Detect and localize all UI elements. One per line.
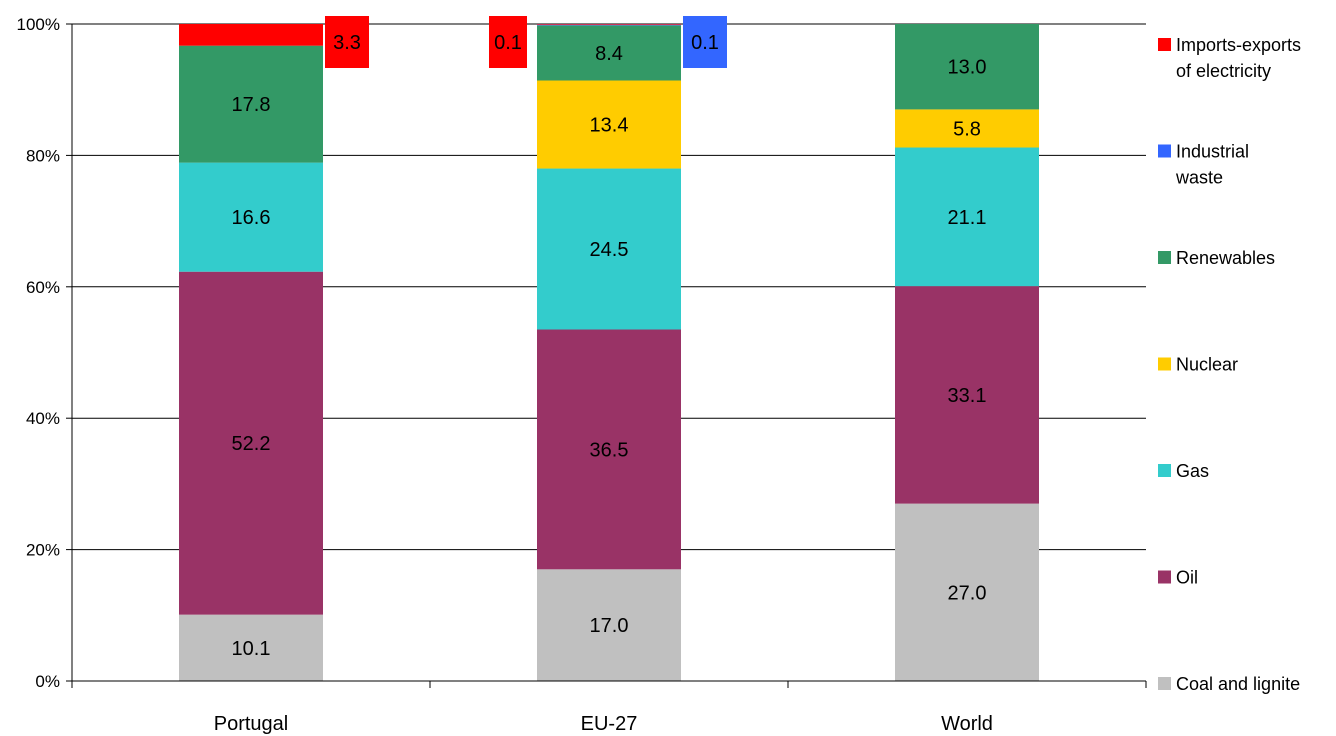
bar-eu-27-nuclear bbox=[537, 80, 681, 169]
legend-swatch-coal-and-lignite bbox=[1158, 677, 1171, 690]
legend-label: Coal and lignite bbox=[1176, 674, 1300, 694]
callout-box-eu-27-industrial-waste bbox=[683, 16, 727, 68]
legend-swatch-nuclear bbox=[1158, 357, 1171, 371]
legend-label: Industrial bbox=[1176, 142, 1249, 162]
legend-swatch-imports-exports-of-electricity bbox=[1158, 38, 1171, 51]
data-label-world-gas: 21.1 bbox=[948, 207, 987, 229]
bar-portugal-renewables bbox=[179, 45, 323, 163]
legend-swatch-renewables bbox=[1158, 251, 1171, 264]
callout-labels bbox=[325, 16, 727, 68]
data-label-eu-27-gas: 24.5 bbox=[590, 239, 629, 261]
legend-swatch-oil bbox=[1158, 570, 1171, 584]
y-tick-label: 40% bbox=[26, 409, 60, 428]
legend-label: Imports-exports bbox=[1176, 35, 1301, 55]
data-label-portugal-gas: 16.6 bbox=[232, 207, 271, 229]
bar-world-nuclear bbox=[895, 109, 1039, 148]
y-tick-label: 60% bbox=[26, 278, 60, 297]
x-category-label: World bbox=[941, 713, 993, 735]
y-tick-label: 20% bbox=[26, 541, 60, 560]
y-tick-label: 100% bbox=[17, 15, 60, 34]
data-labels: 10.1 52.2 16.6 17.8 3.3 17.0 36.5 24.5 13.4 8.4 0.… bbox=[232, 32, 987, 660]
bar-eu-27-oil bbox=[537, 329, 681, 570]
bar-world-oil bbox=[895, 286, 1039, 504]
bars bbox=[179, 24, 1039, 681]
bar-eu-27-gas bbox=[537, 168, 681, 330]
legend-label: Gas bbox=[1176, 461, 1209, 481]
x-category-label: EU-27 bbox=[581, 713, 638, 735]
bar-eu-27-coal-and-lignite bbox=[537, 569, 681, 681]
data-label-portugal-imports-exports-of-electricity: 3.3 bbox=[333, 32, 361, 54]
bar-portugal-oil bbox=[179, 271, 323, 615]
bar-world-renewables bbox=[895, 24, 1039, 110]
data-label-portugal-coal-and-lignite: 10.1 bbox=[232, 638, 271, 660]
legend-swatch-gas bbox=[1158, 464, 1171, 477]
legend-label: Oil bbox=[1176, 568, 1198, 588]
bar-eu-27-imports-exports-of-electricity bbox=[537, 24, 681, 25]
bar-portugal-imports-exports-of-electricity bbox=[179, 24, 323, 46]
data-label-portugal-renewables: 17.8 bbox=[232, 94, 271, 116]
y-tick-label: 80% bbox=[26, 146, 60, 165]
data-label-portugal-oil: 52.2 bbox=[232, 433, 271, 455]
data-label-world-oil: 33.1 bbox=[948, 385, 987, 407]
data-label-eu-27-renewables: 8.4 bbox=[595, 43, 623, 65]
legend-label: of electricity bbox=[1176, 61, 1271, 81]
data-label-eu-27-industrial-waste: 0.1 bbox=[691, 32, 719, 54]
data-label-world-nuclear: 5.8 bbox=[953, 118, 981, 140]
legend: Imports-exports of electricity Industrial w… bbox=[1158, 35, 1301, 694]
data-label-eu-27-nuclear: 13.4 bbox=[590, 115, 629, 137]
legend-label: Nuclear bbox=[1176, 355, 1238, 375]
bar-world-gas bbox=[895, 147, 1039, 287]
legend-label: Renewables bbox=[1176, 248, 1275, 268]
legend-swatch-industrial-waste bbox=[1158, 144, 1171, 158]
bar-eu-27-renewables bbox=[537, 25, 681, 81]
x-category-label: Portugal bbox=[214, 713, 289, 735]
callout-box-portugal-imports-exports-of-electricity bbox=[325, 16, 369, 68]
y-tick-label: 0% bbox=[35, 672, 60, 691]
axes: 0% 20% 40% 60% 80% 100% Portugal EU-27 World bbox=[17, 15, 1147, 735]
callout-box-eu-27-imports-exports-of-electricity bbox=[489, 16, 527, 68]
data-label-eu-27-coal-and-lignite: 17.0 bbox=[590, 615, 629, 637]
bar-portugal-coal-and-lignite bbox=[179, 614, 323, 681]
data-label-eu-27-imports-exports-of-electricity: 0.1 bbox=[494, 32, 522, 54]
data-label-eu-27-oil: 36.5 bbox=[590, 439, 629, 461]
legend-label: waste bbox=[1175, 168, 1223, 188]
data-label-world-coal-and-lignite: 27.0 bbox=[948, 582, 987, 604]
bar-portugal-gas bbox=[179, 162, 323, 272]
bar-eu-27-industrial-waste bbox=[537, 24, 681, 26]
bar-world-coal-and-lignite bbox=[895, 503, 1039, 681]
data-label-world-renewables: 13.0 bbox=[948, 57, 987, 79]
